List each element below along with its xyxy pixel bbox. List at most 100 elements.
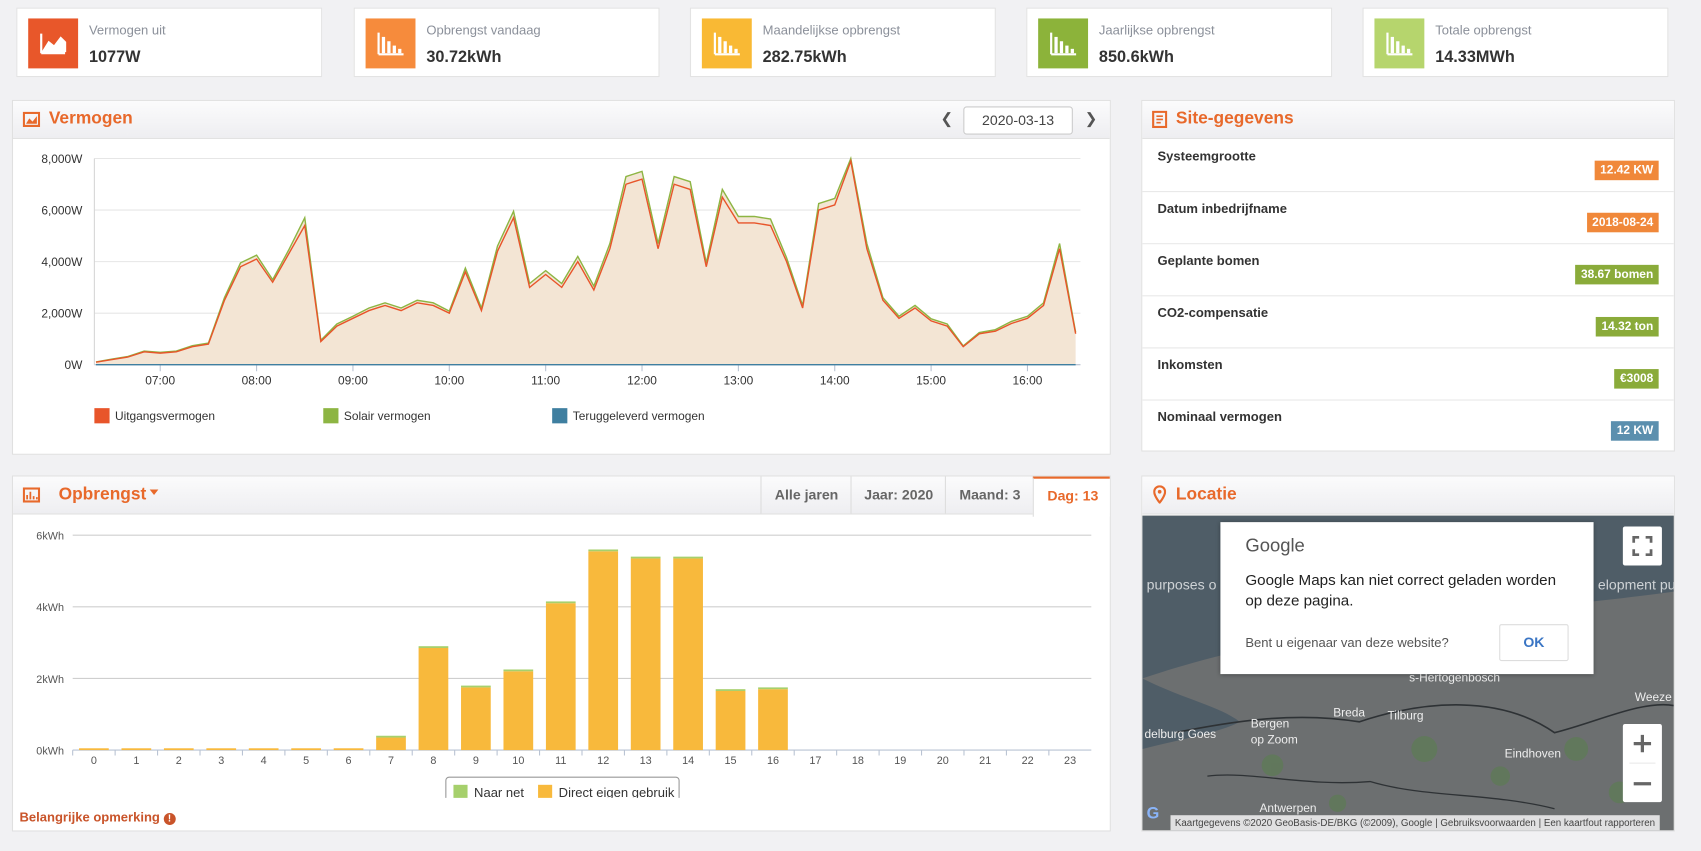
tab[interactable]: Alle jaren — [760, 476, 851, 514]
y-tick-label: 2,000W — [41, 307, 83, 321]
stat-label: Totale opbrengst — [1435, 22, 1532, 38]
x-tick-label: 07:00 — [145, 373, 175, 387]
bar-segment — [461, 685, 491, 688]
bar-segment — [758, 687, 788, 690]
x-tick-label: 7 — [388, 755, 394, 767]
dialog-ok[interactable]: OK — [1499, 624, 1569, 662]
bar-segment — [376, 735, 406, 738]
panel-title: Vermogen — [48, 109, 133, 129]
google-logo: G — [1146, 804, 1160, 823]
panel-header: Site-gegevens — [1142, 100, 1674, 139]
stat-card: Jaarlijkse opbrengst 850.6kWh — [1026, 7, 1333, 78]
panel-header: Opbrengst Alle jaren Jaar: 2020 Maand: 3 Da… — [13, 476, 1110, 517]
site-label: Geplante bomen — [1157, 252, 1260, 269]
x-tick-label: 09:00 — [338, 373, 368, 387]
site-panel: Site-gegevens Systeemgrootte 12.42 KW Datu… — [1141, 99, 1675, 452]
site-badge: 38.67 bomen — [1575, 264, 1659, 285]
map-label: delburg Goes — [1144, 728, 1217, 742]
stat-card: Opbrengst vandaag 30.72kWh — [353, 7, 660, 78]
bar-segment — [206, 748, 237, 751]
dropdown-caret[interactable] — [149, 489, 159, 495]
bar-segment — [333, 748, 364, 751]
stat-label: Vermogen uit — [88, 22, 166, 38]
stat-icon — [1038, 18, 1089, 69]
panel-title[interactable]: Opbrengst — [58, 485, 147, 504]
legend-label: Teruggeleverd vermogen — [573, 409, 705, 423]
prev-date[interactable]: ❮ — [940, 109, 954, 128]
legend-swatch — [552, 408, 568, 424]
stat-glyph — [713, 32, 740, 56]
stat-icon — [701, 18, 752, 69]
site-row: CO2-compensatie 14.32 ton — [1142, 295, 1674, 349]
attribution-link[interactable]: Gebruiksvoorwaarden — [1440, 817, 1536, 829]
legend-label: Uitgangsvermogen — [115, 409, 215, 423]
bar-segment — [418, 647, 449, 751]
stat-glyph — [40, 33, 67, 55]
y-tick-label: 6kWh — [36, 530, 64, 542]
tab[interactable]: Dag: 13 — [1032, 476, 1110, 517]
map-label: elopment pu — [1597, 576, 1674, 593]
map[interactable]: purposes o elopment pu s-Hertogenbosch B… — [1142, 515, 1674, 831]
bar-segment — [673, 556, 703, 559]
note-icon: ! — [163, 813, 176, 825]
site-row: Nominaal vermogen 12 KW — [1142, 399, 1674, 450]
panel-title: Site-gegevens — [1175, 109, 1294, 129]
panel-icon — [1152, 110, 1168, 129]
stat-glyph — [1050, 32, 1077, 56]
bar-segment — [248, 748, 279, 751]
fullscreen-icon — [1632, 535, 1653, 557]
x-tick-label: 0 — [91, 755, 97, 767]
x-tick-label: 10:00 — [434, 373, 464, 387]
date-picker[interactable]: 2020-03-13 — [963, 106, 1073, 135]
tab[interactable]: Maand: 3 — [944, 476, 1034, 514]
line — [95, 155, 1077, 363]
legend-swatch — [94, 408, 110, 424]
map-label: op Zoom — [1250, 733, 1298, 747]
y-tick-label: 8,000W — [41, 152, 83, 166]
x-tick-label: 20 — [937, 755, 949, 767]
panel-header: Vermogen ❮ 2020-03-13 ❯ — [13, 100, 1110, 139]
map-attribution: Kaartgegevens ©2020 GeoBasis-DE/BKG (©20… — [1170, 815, 1660, 831]
bar-segment — [715, 689, 746, 691]
map-label: Breda — [1333, 706, 1366, 720]
bar-segment — [715, 690, 746, 751]
x-tick-label: 15:00 — [916, 373, 946, 387]
x-tick-label: 12 — [597, 755, 609, 767]
tab[interactable]: Jaar: 2020 — [850, 476, 945, 514]
map-label: Bergen — [1250, 717, 1290, 731]
bar-segment — [376, 737, 406, 751]
y-tick-label: 6,000W — [41, 203, 83, 217]
bar-segment — [503, 669, 534, 672]
site-badge: 12 KW — [1611, 421, 1659, 441]
y-tick-label: 0W — [65, 358, 84, 372]
bar-segment — [588, 549, 619, 552]
stat-value: 282.75kWh — [762, 47, 847, 67]
site-badge: 12.42 KW — [1594, 160, 1659, 181]
stat-glyph — [377, 32, 404, 56]
site-label: CO2-compensatie — [1157, 305, 1269, 321]
bar-segment — [630, 558, 661, 751]
map-label: Eindhoven — [1504, 747, 1562, 761]
legend-swatch — [453, 784, 468, 798]
site-row: Inkomsten €3008 — [1142, 347, 1674, 401]
site-row: Systeemgrootte 12.42 KW — [1142, 139, 1674, 193]
location-panel: Locatie purposes o elopment pu s-Hertoge… — [1141, 475, 1675, 832]
map-label: purposes o — [1146, 576, 1217, 593]
x-tick-label: 22 — [1022, 755, 1034, 767]
x-tick-label: 23 — [1064, 755, 1076, 767]
note-text: Belangrijke opmerking — [19, 809, 160, 825]
attribution-link[interactable]: Een kaartfout rapporteren — [1543, 817, 1656, 829]
fullscreen-button[interactable] — [1622, 526, 1662, 566]
next-date[interactable]: ❯ — [1084, 109, 1098, 128]
note-link[interactable]: Belangrijke opmerking ! — [20, 810, 176, 825]
site-badge: €3008 — [1614, 369, 1659, 389]
stat-card: Maandelijkse opbrengst 282.75kWh — [689, 7, 996, 78]
panel-title: Locatie — [1175, 485, 1237, 504]
stat-value: 850.6kWh — [1098, 47, 1174, 67]
map-label: s-Hertogenbosch — [1409, 671, 1501, 685]
x-tick-label: 8 — [430, 755, 436, 767]
bar-segment — [673, 558, 703, 751]
zoom-icons[interactable] — [1623, 724, 1662, 802]
bar-segment — [79, 748, 109, 751]
